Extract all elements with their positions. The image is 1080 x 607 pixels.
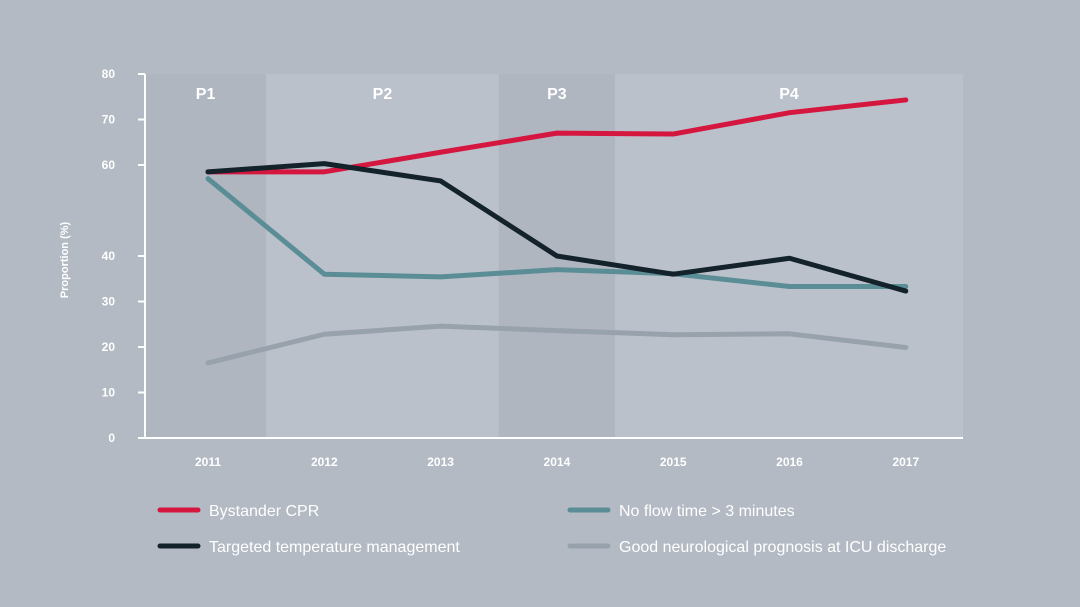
- y-tick-label: 0: [108, 431, 115, 445]
- y-tick-label: 30: [102, 295, 116, 309]
- y-tick-label: 40: [102, 249, 116, 263]
- series-line-bystander-cpr: [205, 97, 909, 175]
- legend-label: Bystander CPR: [209, 503, 319, 520]
- legend-label: No flow time > 3 minutes: [619, 503, 795, 520]
- period-label-p1: P1: [196, 86, 216, 103]
- period-label-p2: P2: [373, 86, 393, 103]
- period-label-p4: P4: [779, 86, 799, 103]
- period-backgrounds: [145, 74, 963, 438]
- y-tick-label: 70: [102, 113, 116, 127]
- legend-item: Targeted temperature management: [157, 539, 460, 556]
- period-label-p3: P3: [547, 86, 567, 103]
- x-tick-label: 2016: [776, 455, 803, 469]
- x-tick-label: 2011: [195, 455, 221, 469]
- x-tick-label: 2012: [311, 455, 338, 469]
- y-axis-label: Proportion (%): [59, 221, 71, 298]
- x-tick-label: 2015: [660, 455, 687, 469]
- series-line-targeted-temperature-management: [205, 161, 909, 294]
- legend-item: Good neurological prognosis at ICU disch…: [567, 539, 946, 556]
- series-line-no-flow-time-3-minutes: [205, 176, 909, 289]
- x-tick-label: 2013: [427, 455, 454, 469]
- legend-item: No flow time > 3 minutes: [567, 503, 795, 520]
- legend-label: Targeted temperature management: [209, 539, 460, 556]
- y-tick-label: 80: [102, 67, 116, 81]
- y-tick-label: 20: [102, 340, 116, 354]
- legend-item: Bystander CPR: [157, 503, 319, 520]
- y-tick-label: 10: [102, 386, 116, 400]
- y-tick-label: 60: [102, 158, 116, 172]
- legend-label: Good neurological prognosis at ICU disch…: [619, 539, 946, 556]
- period-band-p1: [145, 74, 267, 438]
- series-lines: [205, 97, 909, 366]
- series-line-good-neurological-prognosis-at-icu-discharge: [205, 323, 909, 366]
- x-tick-label: 2014: [544, 455, 571, 469]
- axes: 0 10 20 30 40 60 70 80 2011 2012 2013 2014 2015 2016 2…: [102, 67, 963, 469]
- x-tick-label: 2017: [892, 455, 919, 469]
- legend: Bystander CPR No flow time > 3 minutes Tar…: [157, 503, 946, 556]
- period-labels: P1 P2 P3 P4: [196, 86, 799, 103]
